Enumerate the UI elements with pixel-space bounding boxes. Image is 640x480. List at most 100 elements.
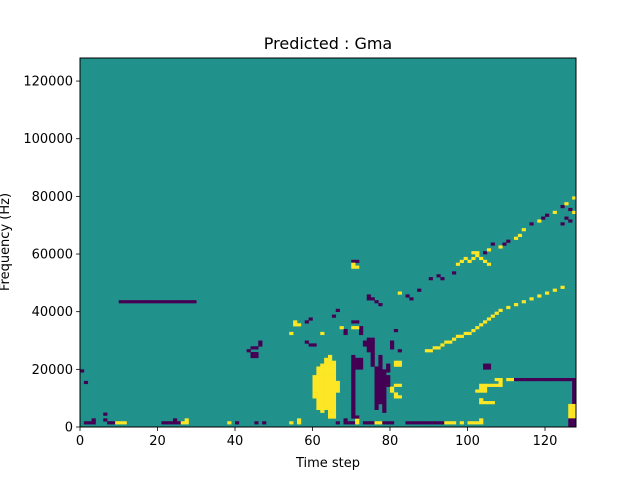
heatmap-cell <box>331 398 337 402</box>
heatmap-cell <box>331 380 337 385</box>
heatmap-cell <box>514 303 519 307</box>
heatmap-cell <box>568 412 573 416</box>
heatmap-cell <box>176 421 182 425</box>
heatmap-cell <box>483 363 488 367</box>
heatmap-cell <box>386 363 391 367</box>
heatmap-cell <box>374 406 379 410</box>
heatmap-cell <box>378 389 383 393</box>
heatmap-cell <box>374 421 379 425</box>
heatmap-cell <box>351 259 356 263</box>
heatmap-cell <box>374 392 379 396</box>
heatmap-cell <box>479 383 484 387</box>
heatmap-cell <box>335 308 340 312</box>
heatmap-cell <box>393 383 399 387</box>
heatmap-cell <box>537 219 542 223</box>
heatmap-cell <box>572 418 577 422</box>
heatmap-cell <box>351 372 356 376</box>
heatmap-cell <box>176 300 182 304</box>
heatmap-cell <box>165 300 170 304</box>
heatmap-cell <box>362 421 368 425</box>
heatmap-cell <box>83 421 89 425</box>
heatmap-cell <box>366 421 371 425</box>
heatmap-cell <box>331 392 337 396</box>
heatmap-cell <box>494 311 499 315</box>
heatmap-cell <box>87 421 92 425</box>
heatmap-cell <box>324 363 329 367</box>
heatmap-cell <box>390 386 395 390</box>
x-tick-label: 120 <box>533 434 558 449</box>
heatmap-cell <box>486 366 492 370</box>
heatmap-cell <box>370 357 375 361</box>
heatmap-cell <box>246 349 251 353</box>
heatmap-cell <box>506 305 511 310</box>
heatmap-cell <box>428 421 433 425</box>
heatmap-cell <box>467 331 472 336</box>
chart-title-group: Predicted : Gma <box>264 34 392 53</box>
heatmap-cell <box>506 377 511 382</box>
heatmap-cell <box>568 219 573 223</box>
heatmap-cell <box>320 366 325 370</box>
heatmap-cell <box>331 415 337 419</box>
heatmap-cell <box>335 386 340 390</box>
heatmap-cell <box>320 398 325 402</box>
heatmap-cell <box>304 320 309 324</box>
heatmap-cell <box>351 383 356 387</box>
heatmap-cell <box>397 395 402 399</box>
heatmap-cell <box>428 277 433 281</box>
heatmap-cell <box>355 357 360 361</box>
heatmap-cell <box>459 421 464 425</box>
heatmap-cell <box>568 424 573 428</box>
heatmap-cell <box>393 395 399 399</box>
heatmap-cell <box>572 406 577 410</box>
heatmap-cell <box>564 202 569 206</box>
heatmap-cell <box>525 377 530 382</box>
heatmap-cell <box>428 349 433 353</box>
heatmap-cell <box>444 340 449 344</box>
heatmap-cell <box>145 300 151 304</box>
heatmap-cell <box>486 383 492 387</box>
heatmap-cell <box>552 377 557 382</box>
heatmap-cell <box>359 366 364 370</box>
heatmap-cell <box>331 401 337 405</box>
heatmap-cell <box>436 421 441 425</box>
heatmap-cell <box>390 389 395 393</box>
heatmap-cell <box>351 320 356 324</box>
heatmap-cell <box>572 398 577 402</box>
heatmap-cell <box>122 421 127 425</box>
heatmap-cell <box>316 403 321 408</box>
heatmap-cell <box>328 392 333 396</box>
heatmap-cell <box>351 265 356 269</box>
heatmap-cell <box>324 357 329 361</box>
heatmap-cell <box>320 389 325 393</box>
heatmap-cell <box>351 406 356 410</box>
heatmap-cell <box>149 300 154 304</box>
heatmap-cell <box>331 409 337 413</box>
heatmap-cell <box>374 389 379 393</box>
heatmap-cell <box>386 380 391 385</box>
heatmap-cell <box>324 403 329 408</box>
heatmap-cell <box>463 256 468 261</box>
heatmap-cell <box>467 421 472 425</box>
heatmap-cell <box>188 300 193 304</box>
heatmap-cell <box>351 386 356 390</box>
heatmap-cell <box>324 406 329 410</box>
heatmap-cell <box>320 383 325 387</box>
heatmap-cell <box>316 395 321 399</box>
heatmap-cell <box>118 421 123 425</box>
heatmap-cell <box>320 403 325 408</box>
heatmap-cell <box>328 372 333 376</box>
heatmap-cell <box>572 392 577 396</box>
heatmap-cell <box>374 401 379 405</box>
plot-frame <box>79 57 577 428</box>
heatmap-cell <box>378 401 383 405</box>
heatmap-cell <box>459 259 464 263</box>
heatmap-cell <box>328 415 333 419</box>
heatmap-cell <box>545 291 550 295</box>
heatmap-cell <box>328 412 333 416</box>
heatmap-cell <box>359 331 364 336</box>
heatmap-cell <box>378 363 383 367</box>
y-tick-label: 120000 <box>23 75 73 90</box>
heatmap-cell <box>312 386 317 390</box>
heatmap-cell <box>494 377 499 382</box>
